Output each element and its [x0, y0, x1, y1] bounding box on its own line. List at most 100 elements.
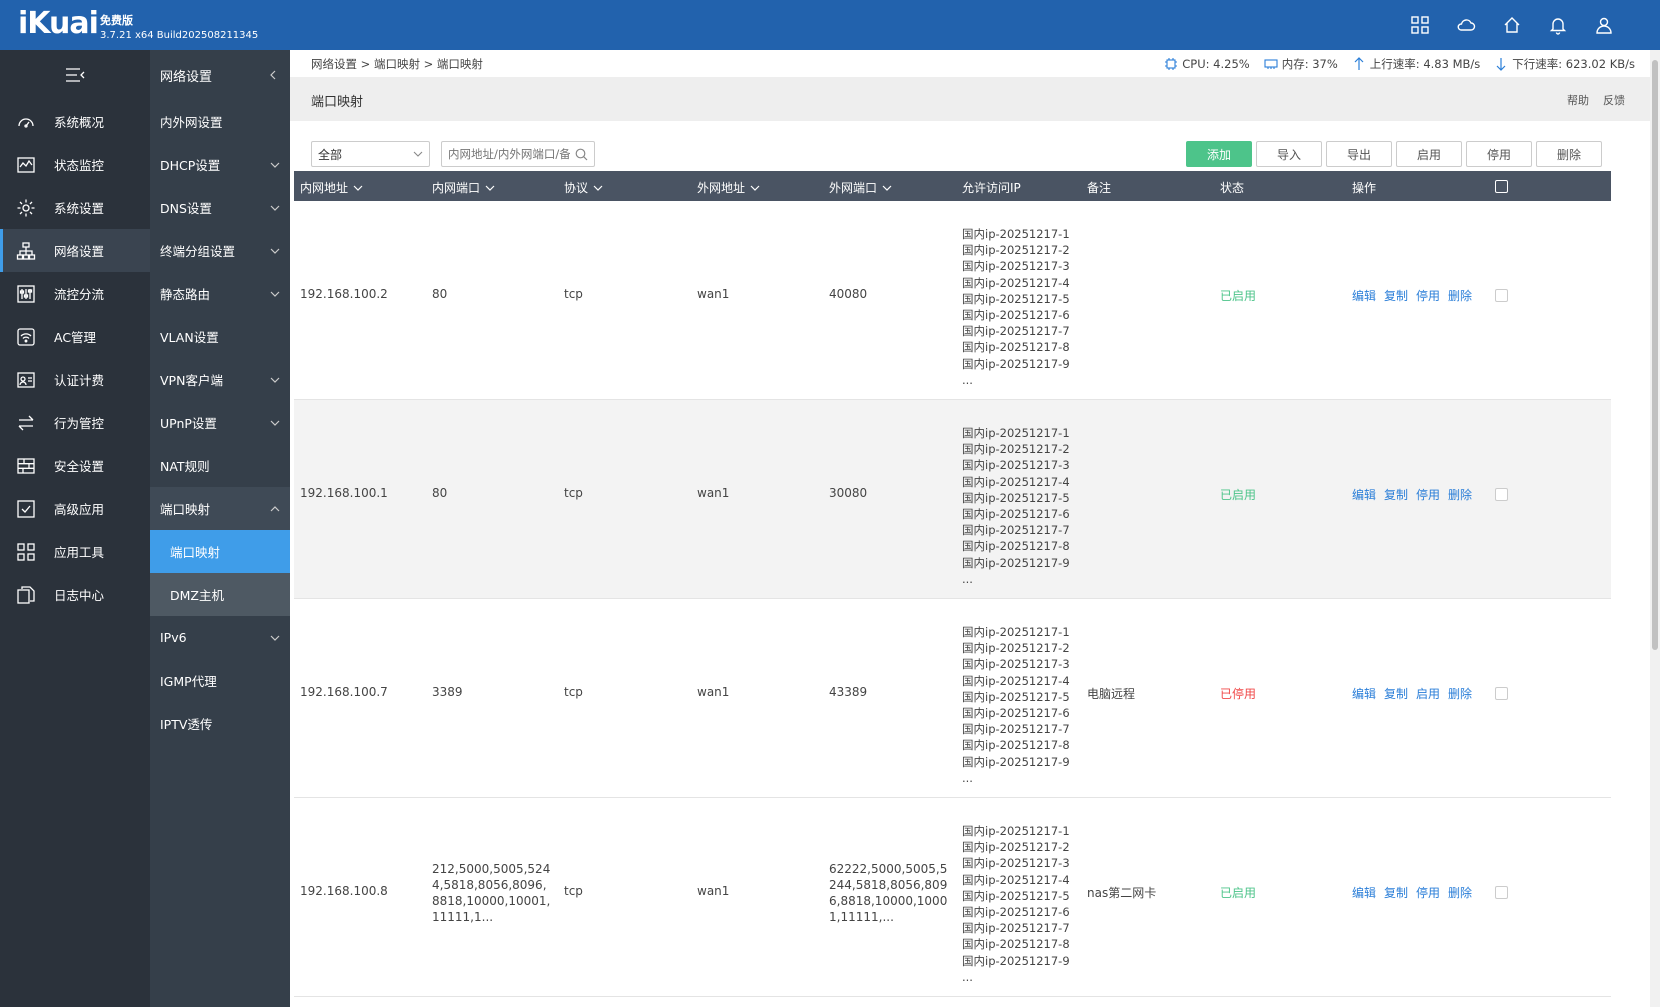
copy-link[interactable]: 复制 — [1384, 687, 1409, 701]
edit-link[interactable]: 编辑 — [1352, 488, 1377, 502]
main-nav-item[interactable]: 系统概况 — [0, 100, 150, 143]
bell-icon[interactable] — [1548, 15, 1568, 35]
main-nav-item[interactable]: 流控分流 — [0, 272, 150, 315]
sub-nav-item[interactable]: 端口映射 — [150, 530, 290, 573]
chevron-up-icon — [270, 505, 280, 511]
table-row[interactable]: 192.168.100.7 3389 tcp wan1 43389 国内ip-2… — [294, 599, 1611, 798]
main-nav-item[interactable]: 行为管控 — [0, 401, 150, 444]
menu-collapse-icon[interactable] — [64, 66, 86, 84]
memory-stat: 内存: 37% — [1264, 56, 1338, 72]
delete-link[interactable]: 删除 — [1448, 289, 1473, 303]
edit-link[interactable]: 编辑 — [1352, 886, 1377, 900]
chevron-down-icon — [270, 291, 280, 297]
ikuai-logo[interactable]: iKuai — [18, 6, 99, 41]
delete-link[interactable]: 删除 — [1448, 687, 1473, 701]
sub-nav-item[interactable]: UPnP设置 — [150, 401, 290, 444]
apps-grid-icon[interactable] — [1410, 15, 1430, 35]
sub-nav-item[interactable]: 静态路由 — [150, 272, 290, 315]
main-nav-item[interactable]: 应用工具 — [0, 530, 150, 573]
main-nav-item[interactable]: 日志中心 — [0, 573, 150, 616]
scrollbar-thumb[interactable] — [1652, 60, 1658, 650]
cloud-icon[interactable] — [1456, 15, 1476, 35]
vertical-scrollbar[interactable] — [1650, 50, 1660, 1007]
sub-nav-item[interactable]: DHCP设置 — [150, 143, 290, 186]
filter-select[interactable]: 全部 — [311, 141, 430, 167]
arrow-down-icon — [1496, 58, 1506, 71]
allowed-ip-item: ... — [962, 372, 973, 387]
main-nav-label: 认证计费 — [54, 373, 105, 388]
col-lan-addr[interactable]: 内网地址 — [300, 179, 363, 196]
main-nav-item[interactable]: AC管理 — [0, 315, 150, 358]
toggle-link[interactable]: 停用 — [1416, 886, 1441, 900]
main-nav-item[interactable]: 高级应用 — [0, 487, 150, 530]
breadcrumb[interactable]: 网络设置 > 端口映射 > 端口映射 — [311, 57, 483, 71]
col-protocol[interactable]: 协议 — [564, 179, 603, 196]
edit-link[interactable]: 编辑 — [1352, 687, 1377, 701]
table-row[interactable]: 192.168.100.1 80 tcp wan1 30080 国内ip-202… — [294, 400, 1611, 599]
sub-nav-item[interactable]: IPTV透传 — [150, 702, 290, 745]
sub-sidebar-header[interactable]: 网络设置 — [150, 50, 290, 100]
table-row[interactable]: 192.168.100.2 80 tcp wan1 40080 国内ip-202… — [294, 201, 1611, 400]
allowed-ip-item: 国内ip-20251217-4 — [962, 275, 1070, 290]
sub-nav-item[interactable]: VLAN设置 — [150, 315, 290, 358]
search-box[interactable] — [441, 141, 595, 167]
sub-nav-item[interactable]: IPv6 — [150, 616, 290, 659]
chevron-left-icon[interactable] — [268, 70, 278, 80]
sub-nav-item[interactable]: 终端分组设置 — [150, 229, 290, 272]
delete-button[interactable]: 删除 — [1536, 141, 1602, 167]
col-lan-port[interactable]: 内网端口 — [432, 179, 495, 196]
copy-link[interactable]: 复制 — [1384, 886, 1409, 900]
toggle-link[interactable]: 启用 — [1416, 687, 1441, 701]
sidebar-toggle[interactable] — [0, 50, 150, 100]
sub-nav-item[interactable]: 内外网设置 — [150, 100, 290, 143]
export-button[interactable]: 导出 — [1326, 141, 1392, 167]
sub-nav-item[interactable]: DNS设置 — [150, 186, 290, 229]
search-icon[interactable] — [575, 148, 588, 161]
sub-nav-item[interactable]: IGMP代理 — [150, 659, 290, 702]
main-nav-item[interactable]: 安全设置 — [0, 444, 150, 487]
allowed-ip-item: 国内ip-20251217-4 — [962, 474, 1070, 489]
search-input[interactable] — [448, 147, 570, 161]
sub-nav-item[interactable]: NAT规则 — [150, 444, 290, 487]
main-nav-label: 流控分流 — [54, 287, 105, 302]
edit-link[interactable]: 编辑 — [1352, 289, 1377, 303]
row-checkbox[interactable] — [1495, 488, 1508, 501]
top-bar: iKuai 免费版 3.7.21 x64 Build202508211345 — [0, 0, 1660, 50]
main-nav-item[interactable]: 认证计费 — [0, 358, 150, 401]
import-button[interactable]: 导入 — [1256, 141, 1322, 167]
user-icon[interactable] — [1594, 15, 1614, 35]
sub-nav-label: IGMP代理 — [160, 674, 217, 689]
main-nav-item[interactable]: 系统设置 — [0, 186, 150, 229]
toggle-link[interactable]: 停用 — [1416, 289, 1441, 303]
sub-nav-item[interactable]: DMZ主机 — [150, 573, 290, 616]
delete-link[interactable]: 删除 — [1448, 488, 1473, 502]
row-checkbox[interactable] — [1495, 886, 1508, 899]
col-wan-addr[interactable]: 外网地址 — [697, 179, 760, 196]
row-checkbox[interactable] — [1495, 687, 1508, 700]
add-button[interactable]: 添加 — [1186, 141, 1252, 167]
table-row[interactable]: 192.168.100.8 212,5000,5005,5244,5818,80… — [294, 798, 1611, 997]
chevron-down-icon — [882, 185, 892, 191]
page-title: 端口映射 — [311, 95, 364, 110]
home-icon[interactable] — [1502, 15, 1522, 35]
cell-allowed-ips: 国内ip-20251217-1 国内ip-20251217-2 国内ip-20251… — [962, 425, 1070, 587]
main-nav-item[interactable]: 状态监控 — [0, 143, 150, 186]
enable-button[interactable]: 启用 — [1396, 141, 1462, 167]
copy-link[interactable]: 复制 — [1384, 289, 1409, 303]
toggle-link[interactable]: 停用 — [1416, 488, 1441, 502]
delete-link[interactable]: 删除 — [1448, 886, 1473, 900]
swap-arrows-icon — [18, 415, 34, 430]
allowed-ip-item: 国内ip-20251217-1 — [962, 824, 1070, 838]
sub-nav-item[interactable]: 端口映射 — [150, 487, 290, 530]
sub-nav-item[interactable]: VPN客户端 — [150, 358, 290, 401]
disable-button[interactable]: 停用 — [1466, 141, 1532, 167]
col-wan-port[interactable]: 外网端口 — [829, 179, 892, 196]
id-card-icon — [17, 371, 35, 388]
cell-wan-port: 62222,5000,5005,5244,5818,8056,8096,8818… — [829, 862, 948, 924]
feedback-link[interactable]: 反馈 — [1603, 94, 1625, 107]
select-all-checkbox[interactable] — [1495, 180, 1508, 193]
help-link[interactable]: 帮助 — [1567, 94, 1589, 107]
copy-link[interactable]: 复制 — [1384, 488, 1409, 502]
row-checkbox[interactable] — [1495, 289, 1508, 302]
main-nav-item[interactable]: 网络设置 — [0, 229, 150, 272]
